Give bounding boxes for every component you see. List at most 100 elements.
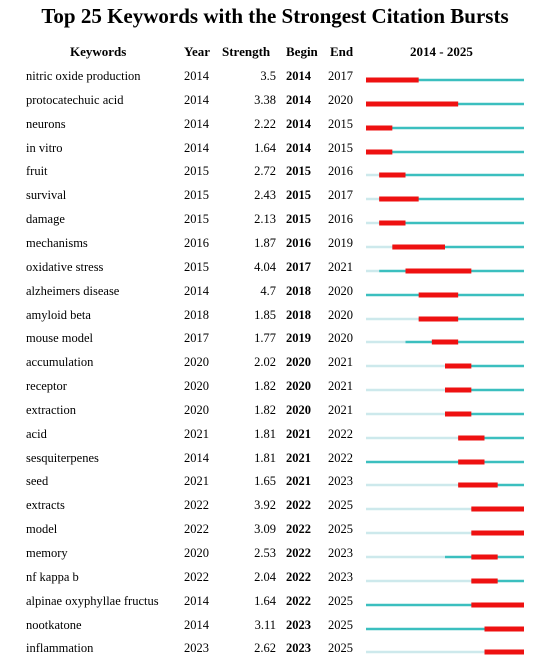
table-row: nitric oxide production 2014 3.5 2014 2017 bbox=[0, 66, 550, 90]
begin-cell: 2015 bbox=[286, 164, 311, 179]
header-begin: Begin bbox=[286, 44, 318, 59]
year-cell: 2014 bbox=[184, 283, 209, 298]
end-cell: 2020 bbox=[328, 331, 353, 346]
year-cell: 2022 bbox=[184, 522, 209, 537]
keyword-cell: nootkatone bbox=[26, 617, 82, 632]
begin-cell: 2017 bbox=[286, 259, 311, 274]
burst-timeline bbox=[366, 626, 524, 632]
year-cell: 2022 bbox=[184, 569, 209, 584]
end-cell: 2015 bbox=[328, 140, 353, 155]
burst-segment bbox=[366, 149, 393, 155]
begin-cell: 2022 bbox=[286, 593, 311, 608]
burst-segment bbox=[405, 268, 472, 274]
table-row: protocatechuic acid 2014 3.38 2014 2020 bbox=[0, 90, 550, 114]
year-cell: 2014 bbox=[184, 593, 209, 608]
burst-segment bbox=[379, 220, 406, 226]
year-cell: 2018 bbox=[184, 307, 209, 322]
table-row: acid 2021 1.81 2021 2022 bbox=[0, 424, 550, 448]
end-cell: 2020 bbox=[328, 92, 353, 107]
keyword-cell: seed bbox=[26, 474, 49, 489]
year-cell: 2020 bbox=[184, 402, 209, 417]
year-cell: 2015 bbox=[184, 212, 209, 227]
begin-cell: 2016 bbox=[286, 235, 311, 250]
end-cell: 2021 bbox=[328, 402, 353, 417]
end-cell: 2020 bbox=[328, 307, 353, 322]
table-row: extraction 2020 1.82 2020 2021 bbox=[0, 400, 550, 424]
header-strength: Strength bbox=[222, 44, 271, 59]
year-cell: 2020 bbox=[184, 355, 209, 370]
table-row: in vitro 2014 1.64 2014 2015 bbox=[0, 138, 550, 162]
burst-segment bbox=[458, 482, 498, 488]
strength-cell: 2.62 bbox=[254, 641, 276, 656]
table-row: amyloid beta 2018 1.85 2018 2020 bbox=[0, 305, 550, 329]
keyword-cell: amyloid beta bbox=[26, 307, 91, 322]
keyword-cell: oxidative stress bbox=[26, 259, 104, 274]
end-cell: 2025 bbox=[328, 522, 353, 537]
strength-cell: 1.77 bbox=[254, 331, 276, 346]
begin-cell: 2021 bbox=[286, 450, 311, 465]
begin-cell: 2021 bbox=[286, 426, 311, 441]
begin-cell: 2015 bbox=[286, 212, 311, 227]
burst-timeline bbox=[366, 339, 524, 345]
keyword-cell: acid bbox=[26, 426, 47, 441]
keyword-cell: nf kappa b bbox=[26, 569, 79, 584]
burst-segment bbox=[471, 506, 524, 512]
strength-cell: 1.64 bbox=[254, 140, 276, 155]
burst-timeline bbox=[366, 244, 524, 250]
strength-cell: 2.13 bbox=[254, 212, 276, 227]
end-cell: 2025 bbox=[328, 617, 353, 632]
table-row: survival 2015 2.43 2015 2017 bbox=[0, 185, 550, 209]
begin-cell: 2014 bbox=[286, 116, 311, 131]
end-cell: 2021 bbox=[328, 379, 353, 394]
keyword-cell: sesquiterpenes bbox=[26, 450, 99, 465]
year-cell: 2014 bbox=[184, 140, 209, 155]
strength-cell: 3.92 bbox=[254, 498, 276, 513]
burst-timeline bbox=[366, 316, 524, 321]
burst-segment bbox=[471, 578, 498, 584]
begin-cell: 2021 bbox=[286, 474, 311, 489]
begin-cell: 2022 bbox=[286, 569, 311, 584]
strength-cell: 3.38 bbox=[254, 92, 276, 107]
table-row: neurons 2014 2.22 2014 2015 bbox=[0, 114, 550, 138]
end-cell: 2017 bbox=[328, 188, 353, 203]
year-cell: 2014 bbox=[184, 116, 209, 131]
begin-cell: 2019 bbox=[286, 331, 311, 346]
burst-segment bbox=[379, 196, 419, 202]
burst-segment bbox=[366, 77, 419, 83]
table-row: damage 2015 2.13 2015 2016 bbox=[0, 209, 550, 233]
end-cell: 2016 bbox=[328, 212, 353, 227]
keyword-cell: survival bbox=[26, 188, 67, 203]
header-end: End bbox=[330, 44, 354, 59]
keyword-cell: protocatechuic acid bbox=[26, 92, 124, 107]
burst-segment bbox=[418, 316, 459, 321]
end-cell: 2022 bbox=[328, 450, 353, 465]
year-cell: 2022 bbox=[184, 498, 209, 513]
end-cell: 2025 bbox=[328, 498, 353, 513]
burst-timeline bbox=[366, 482, 524, 488]
burst-timeline bbox=[366, 149, 524, 155]
burst-timeline bbox=[366, 268, 524, 274]
year-cell: 2023 bbox=[184, 641, 209, 656]
table-row: alpinae oxyphyllae fructus 2014 1.64 2022 20… bbox=[0, 591, 550, 615]
keyword-cell: neurons bbox=[26, 116, 66, 131]
burst-timeline bbox=[366, 602, 524, 608]
keyword-cell: in vitro bbox=[26, 140, 63, 155]
year-cell: 2014 bbox=[184, 617, 209, 632]
keyword-cell: extracts bbox=[26, 498, 65, 513]
year-cell: 2014 bbox=[184, 450, 209, 465]
begin-cell: 2015 bbox=[286, 188, 311, 203]
strength-cell: 4.04 bbox=[254, 259, 276, 274]
table-row: alzheimers disease 2014 4.7 2018 2020 bbox=[0, 281, 550, 305]
keyword-cell: mouse model bbox=[26, 331, 94, 346]
year-cell: 2017 bbox=[184, 331, 209, 346]
begin-cell: 2023 bbox=[286, 641, 311, 656]
keyword-cell: memory bbox=[26, 546, 68, 560]
table-row: mouse model 2017 1.77 2019 2020 bbox=[0, 328, 550, 352]
end-cell: 2025 bbox=[328, 641, 353, 656]
header-range: 2014 - 2025 bbox=[410, 44, 473, 59]
burst-segment bbox=[418, 292, 459, 298]
year-cell: 2015 bbox=[184, 164, 209, 179]
begin-cell: 2014 bbox=[286, 140, 311, 155]
burst-timeline bbox=[366, 220, 524, 226]
burst-timeline bbox=[366, 435, 524, 441]
